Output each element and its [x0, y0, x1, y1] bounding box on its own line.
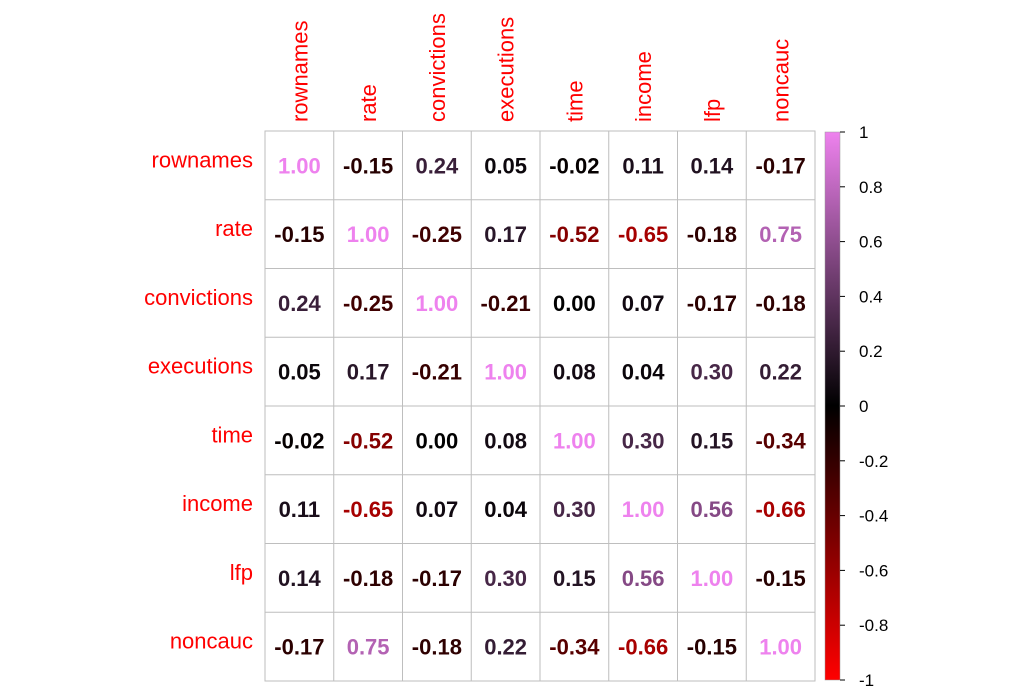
- cell-value-convictions-lfp: -0.17: [687, 291, 737, 316]
- cell-value-rownames-executions: 0.05: [484, 153, 527, 178]
- column-label-convictions: convictions: [425, 13, 450, 122]
- cell-value-convictions-rate: -0.25: [343, 291, 393, 316]
- cell-value-convictions-time: 0.00: [553, 291, 596, 316]
- cell-value-convictions-noncauc: -0.18: [756, 291, 806, 316]
- cell-value-noncauc-executions: 0.22: [484, 635, 527, 660]
- cell-value-noncauc-convictions: -0.18: [412, 635, 462, 660]
- cell-value-rate-noncauc: 0.75: [759, 222, 802, 247]
- cell-value-income-lfp: 0.56: [690, 497, 733, 522]
- column-label-noncauc: noncauc: [769, 39, 794, 122]
- scale-tick-label: 0.2: [859, 342, 883, 361]
- cell-value-executions-income: 0.04: [622, 360, 666, 385]
- cell-value-lfp-noncauc: -0.15: [756, 566, 806, 591]
- cell-value-noncauc-rownames: -0.17: [274, 635, 324, 660]
- scale-tick-label: -0.8: [859, 616, 888, 635]
- cell-value-time-time: 1.00: [553, 428, 596, 453]
- cell-value-rownames-lfp: 0.14: [690, 153, 734, 178]
- scale-tick-label: -1: [859, 671, 874, 690]
- cell-values: 1.00 -0.15 0.24 0.05 -0.02 0.11 0.14 -0.17 -0.15…: [274, 153, 806, 659]
- cell-value-rate-convictions: -0.25: [412, 222, 462, 247]
- cell-value-convictions-executions: -0.21: [481, 291, 531, 316]
- row-label-rate: rate: [215, 216, 253, 241]
- row-label-time: time: [211, 422, 253, 447]
- cell-value-lfp-executions: 0.30: [484, 566, 527, 591]
- cell-value-time-executions: 0.08: [484, 428, 527, 453]
- cell-value-lfp-lfp: 1.00: [690, 566, 733, 591]
- cell-value-time-income: 0.30: [622, 428, 665, 453]
- cell-value-rownames-rownames: 1.00: [278, 153, 321, 178]
- cell-value-income-rownames: 0.11: [279, 497, 321, 522]
- cell-value-income-noncauc: -0.66: [756, 497, 806, 522]
- cell-value-income-convictions: 0.07: [415, 497, 458, 522]
- row-label-income: income: [182, 491, 253, 516]
- column-label-lfp: lfp: [700, 99, 725, 122]
- column-label-rownames: rownames: [287, 21, 312, 122]
- cell-value-lfp-rownames: 0.14: [278, 566, 322, 591]
- cell-value-rownames-noncauc: -0.17: [756, 153, 806, 178]
- cell-value-noncauc-noncauc: 1.00: [759, 635, 802, 660]
- cell-value-income-income: 1.00: [622, 497, 665, 522]
- cell-value-convictions-rownames: 0.24: [278, 291, 322, 316]
- cell-value-income-rate: -0.65: [343, 497, 393, 522]
- color-scale-ticks: 1 0.8 0.6 0.4 0.2 0 -0.2 -0.4 -0.6 -0.8 -1: [840, 123, 888, 690]
- column-label-income: income: [631, 51, 656, 122]
- scale-tick-label: 0.8: [859, 178, 883, 197]
- cell-value-income-time: 0.30: [553, 497, 596, 522]
- cell-value-executions-rownames: 0.05: [278, 360, 321, 385]
- cell-value-convictions-convictions: 1.00: [415, 291, 458, 316]
- scale-tick-label: -0.4: [859, 507, 888, 526]
- cell-value-time-rownames: -0.02: [274, 428, 324, 453]
- cell-value-rate-income: -0.65: [618, 222, 668, 247]
- row-label-executions: executions: [148, 354, 253, 379]
- column-label-rate: rate: [356, 84, 381, 122]
- cell-value-executions-executions: 1.00: [484, 360, 527, 385]
- column-label-time: time: [562, 80, 587, 122]
- cell-value-income-executions: 0.04: [484, 497, 528, 522]
- cell-value-executions-lfp: 0.30: [690, 360, 733, 385]
- cell-value-rate-rate: 1.00: [347, 222, 390, 247]
- cell-value-rownames-rate: -0.15: [343, 153, 393, 178]
- scale-tick-label: 0.6: [859, 233, 883, 252]
- cell-value-executions-convictions: -0.21: [412, 360, 462, 385]
- cell-value-time-lfp: 0.15: [690, 428, 733, 453]
- cell-value-time-rate: -0.52: [343, 428, 393, 453]
- cell-value-executions-rate: 0.17: [347, 360, 390, 385]
- cell-value-convictions-income: 0.07: [622, 291, 665, 316]
- column-label-executions: executions: [494, 17, 519, 122]
- scale-tick-label: -0.6: [859, 561, 888, 580]
- cell-value-rate-time: -0.52: [549, 222, 599, 247]
- cell-value-executions-noncauc: 0.22: [759, 360, 802, 385]
- scale-tick-label: 1: [859, 123, 868, 142]
- cell-value-lfp-rate: -0.18: [343, 566, 393, 591]
- row-label-lfp: lfp: [230, 560, 253, 585]
- scale-tick-label: -0.2: [859, 452, 888, 471]
- row-label-rownames: rownames: [152, 147, 253, 172]
- cell-value-time-noncauc: -0.34: [756, 428, 807, 453]
- cell-value-time-convictions: 0.00: [415, 428, 458, 453]
- row-label-convictions: convictions: [144, 285, 253, 310]
- column-labels: rownames rate convictions executions time inc…: [287, 13, 793, 122]
- cell-value-lfp-income: 0.56: [622, 566, 665, 591]
- cell-value-rownames-income: 0.11: [622, 153, 664, 178]
- cell-value-noncauc-lfp: -0.15: [687, 635, 737, 660]
- scale-tick-label: 0.4: [859, 287, 883, 306]
- cell-value-lfp-time: 0.15: [553, 566, 596, 591]
- cell-value-rate-rownames: -0.15: [274, 222, 324, 247]
- cell-value-noncauc-rate: 0.75: [347, 635, 390, 660]
- matrix-grid: [264, 130, 816, 682]
- cell-value-rownames-convictions: 0.24: [415, 153, 459, 178]
- row-label-noncauc: noncauc: [170, 629, 253, 654]
- cell-value-rate-executions: 0.17: [484, 222, 527, 247]
- cell-value-rownames-time: -0.02: [549, 153, 599, 178]
- row-labels: rownames rate convictions executions time inc…: [144, 147, 253, 653]
- cell-value-noncauc-income: -0.66: [618, 635, 668, 660]
- cell-value-noncauc-time: -0.34: [549, 635, 600, 660]
- color-scale-legend: [824, 131, 841, 681]
- cell-value-executions-time: 0.08: [553, 360, 596, 385]
- cell-value-rate-lfp: -0.18: [687, 222, 737, 247]
- cell-value-lfp-convictions: -0.17: [412, 566, 462, 591]
- color-scale-bar: [824, 131, 841, 681]
- scale-tick-label: 0: [859, 397, 868, 416]
